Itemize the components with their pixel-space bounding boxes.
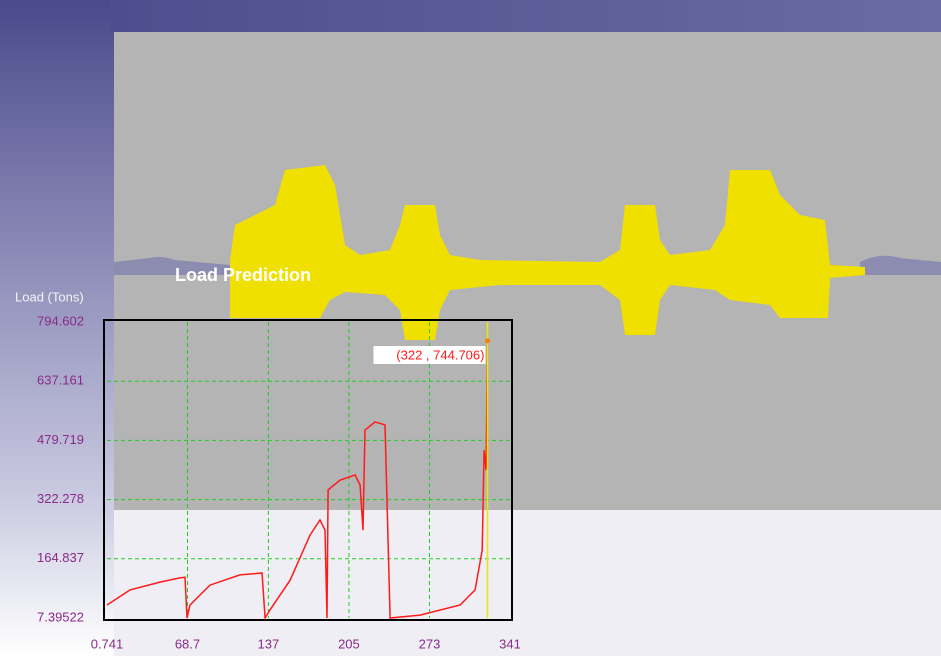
- annotation-label: (322 , 744.706): [396, 347, 484, 362]
- y-tick-label: 7.39522: [37, 609, 84, 624]
- floor: [114, 510, 941, 656]
- x-tick-label: 205: [338, 636, 360, 651]
- chart-title: Load Prediction: [175, 265, 311, 285]
- page: {"chart_data": {"type": "line", "title":…: [0, 0, 941, 656]
- y-axis-label: Load (Tons): [15, 289, 84, 304]
- y-tick-label: 164.837: [37, 550, 84, 565]
- x-tick-label: 137: [258, 636, 280, 651]
- y-tick-label: 322.278: [37, 491, 84, 506]
- x-tick-label: 0.741: [91, 636, 124, 651]
- cursor-point: [485, 338, 490, 343]
- y-tick-label: 479.719: [37, 432, 84, 447]
- y-tick-label: 637.161: [37, 373, 84, 388]
- x-tick-label: 68.7: [175, 636, 200, 651]
- y-tick-label: 794.602: [37, 313, 84, 328]
- upper-die: [110, 0, 941, 32]
- screen: Load Prediction Load (Tons) 7.39522 164.8…: [0, 0, 941, 656]
- x-tick-label: 341: [499, 636, 521, 651]
- x-tick-label: 273: [419, 636, 441, 651]
